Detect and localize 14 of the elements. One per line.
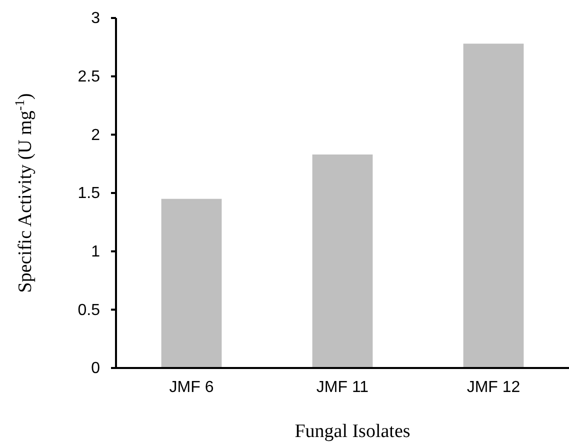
y-tick-label: 0: [91, 360, 100, 378]
x-tick-label: JMF 12: [466, 378, 520, 396]
y-tick-label: 0.5: [78, 302, 100, 319]
y-tick-label: 3: [91, 10, 100, 28]
x-tick-label: JMF 11: [316, 378, 369, 396]
y-tick-label: 2: [91, 126, 100, 144]
y-tick-label: 1: [91, 243, 100, 260]
bar: [463, 44, 524, 368]
y-tick-label: 1.5: [78, 185, 100, 202]
bar: [312, 154, 373, 368]
x-tick-label: JMF 6: [169, 378, 214, 396]
x-axis-title: Fungal Isolates: [294, 421, 410, 442]
bar: [161, 198, 222, 368]
y-tick-label: 2.5: [78, 68, 100, 86]
